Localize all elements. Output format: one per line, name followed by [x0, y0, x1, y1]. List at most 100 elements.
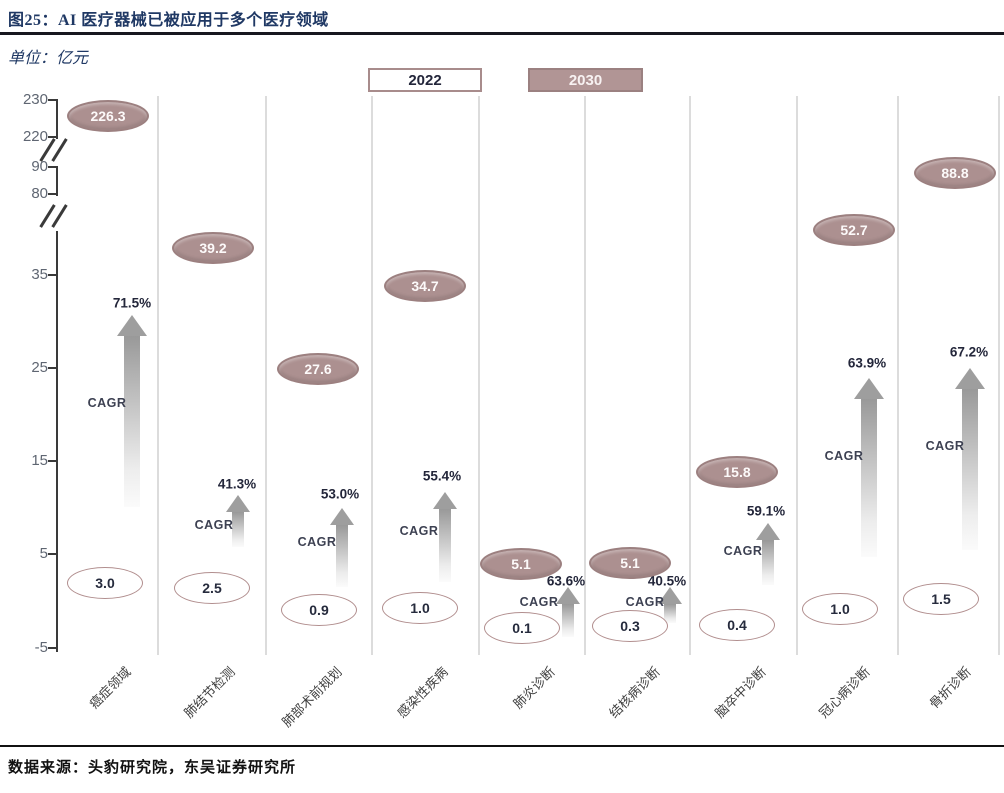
category-label: 癌症领域	[86, 664, 134, 712]
arrow-up-icon	[658, 587, 682, 604]
bubble-2030-value: 226.3	[67, 100, 149, 132]
y-axis-tick	[48, 99, 57, 101]
y-tick-label: 35	[31, 266, 48, 283]
cagr-arrow	[756, 523, 780, 585]
arrow-shaft	[664, 604, 676, 623]
footer-divider-line	[0, 745, 1004, 747]
bubble-2030-value: 34.7	[384, 270, 466, 302]
arrow-up-icon	[556, 587, 580, 604]
cagr-text-label: CAGR	[519, 595, 559, 609]
bubble-2030-value: 27.6	[277, 353, 359, 385]
title-divider-line	[0, 32, 1004, 35]
cagr-arrow	[854, 378, 884, 557]
ellipse-2022-value: 1.0	[382, 592, 458, 624]
vertical-gridline	[478, 96, 480, 655]
y-tick-label: 5	[39, 545, 48, 562]
category-label: 感染性疾病	[394, 664, 451, 721]
ellipse-2022-value: 1.5	[903, 583, 979, 615]
cagr-text-label: CAGR	[399, 524, 439, 538]
cagr-arrow	[330, 508, 354, 587]
y-tick-label: 15	[31, 452, 48, 469]
category-label: 肺炎诊断	[510, 664, 558, 712]
ellipse-2022-value: 0.1	[484, 612, 560, 644]
y-tick-label: -5	[34, 639, 48, 656]
cagr-arrow	[117, 315, 147, 507]
vertical-gridline	[157, 96, 159, 655]
category-label: 肺部术前规划	[278, 664, 345, 730]
y-axis-tick	[48, 647, 57, 649]
y-axis-tick	[48, 274, 57, 276]
ellipse-2022-value: 0.9	[281, 594, 357, 626]
cagr-percent-label: 53.0%	[320, 486, 360, 502]
arrow-shaft	[962, 389, 978, 550]
cagr-percent-label: 40.5%	[647, 573, 687, 589]
arrow-shaft	[124, 336, 140, 507]
cagr-arrow	[433, 492, 457, 582]
arrow-up-icon	[433, 492, 457, 509]
cagr-arrow	[226, 495, 250, 547]
vertical-gridline	[584, 96, 586, 655]
category-label: 脑卒中诊断	[712, 664, 769, 721]
cagr-percent-label: 59.1%	[746, 503, 786, 519]
cagr-text-label: CAGR	[723, 544, 763, 558]
category-label: 结核病诊断	[606, 664, 663, 721]
cagr-text-label: CAGR	[194, 518, 234, 532]
cagr-percent-label: 41.3%	[217, 476, 257, 492]
cagr-text-label: CAGR	[297, 535, 337, 549]
y-tick-label: 230	[22, 91, 48, 108]
arrow-up-icon	[756, 523, 780, 540]
cagr-percent-label: 67.2%	[949, 344, 989, 360]
cagr-text-label: CAGR	[925, 439, 965, 453]
arrow-up-icon	[117, 315, 147, 336]
arrow-up-icon	[854, 378, 884, 399]
category-label: 骨折诊断	[926, 664, 974, 712]
arrow-up-icon	[226, 495, 250, 512]
arrow-shaft	[861, 399, 877, 557]
cagr-percent-label: 71.5%	[112, 295, 152, 311]
bubble-2030-value: 15.8	[696, 456, 778, 488]
arrow-shaft	[562, 604, 574, 637]
category-label: 肺结节检测	[181, 664, 238, 721]
cagr-percent-label: 55.4%	[422, 468, 462, 484]
bubble-2030-value: 5.1	[589, 547, 671, 579]
y-axis-tick	[48, 166, 57, 168]
arrow-shaft	[336, 525, 348, 587]
cagr-arrow	[556, 587, 580, 637]
arrow-shaft	[439, 509, 451, 582]
source-note: 数据来源：头豹研究院，东吴证券研究所	[8, 760, 297, 776]
unit-label: 单位：亿元	[8, 50, 89, 67]
bubble-2030-value: 52.7	[813, 214, 895, 246]
cagr-text-label: CAGR	[625, 595, 665, 609]
vertical-gridline	[371, 96, 373, 655]
bubble-2030-value: 39.2	[172, 232, 254, 264]
y-axis-segment	[56, 99, 58, 139]
arrow-shaft	[762, 540, 774, 585]
bubble-2030-value: 5.1	[480, 548, 562, 580]
y-axis-segment	[56, 231, 58, 652]
y-tick-label: 220	[22, 128, 48, 145]
y-tick-label: 25	[31, 359, 48, 376]
legend-item-2030: 2030	[528, 68, 643, 92]
y-axis-tick	[48, 367, 57, 369]
y-tick-label: 90	[31, 158, 48, 175]
bubble-2030-value: 88.8	[914, 157, 996, 189]
ellipse-2022-value: 0.4	[699, 609, 775, 641]
vertical-gridline	[689, 96, 691, 655]
y-axis-tick	[48, 460, 57, 462]
vertical-gridline	[796, 96, 798, 655]
y-axis-segment	[56, 166, 58, 196]
arrow-shaft	[232, 512, 244, 547]
vertical-gridline	[897, 96, 899, 655]
ellipse-2022-value: 1.0	[802, 593, 878, 625]
arrow-up-icon	[955, 368, 985, 389]
y-axis-tick	[48, 193, 57, 195]
cagr-percent-label: 63.9%	[847, 355, 887, 371]
vertical-gridline	[265, 96, 267, 655]
cagr-arrow	[955, 368, 985, 550]
category-label: 冠心病诊断	[816, 664, 873, 721]
cagr-text-label: CAGR	[87, 396, 127, 410]
y-tick-label: 80	[31, 185, 48, 202]
y-axis-tick	[48, 553, 57, 555]
arrow-up-icon	[330, 508, 354, 525]
